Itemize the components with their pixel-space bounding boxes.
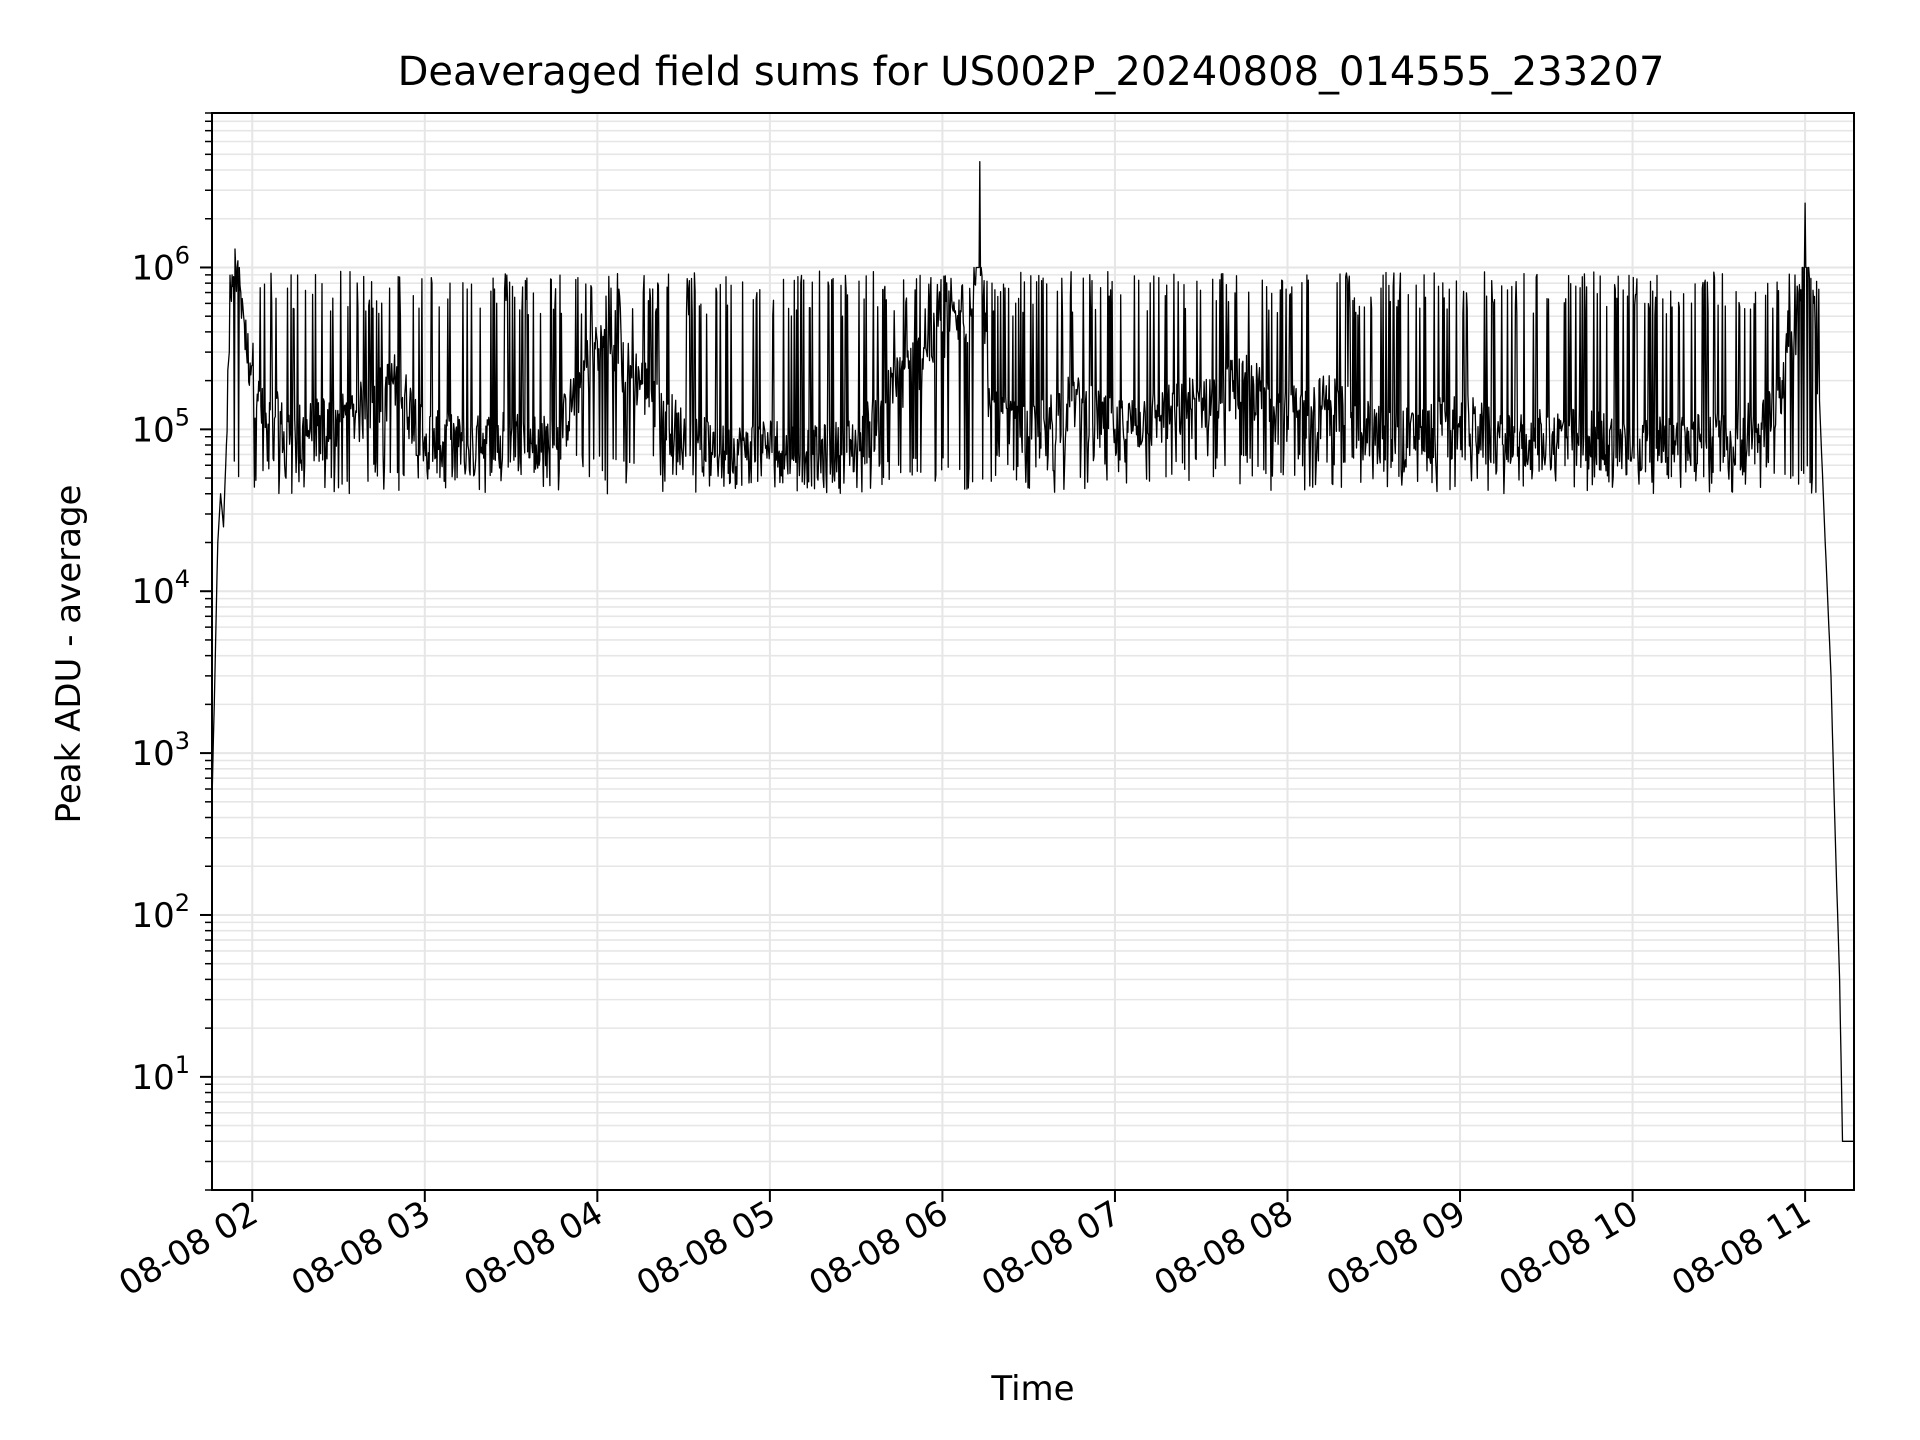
plot-frame xyxy=(211,112,1855,1191)
chart-title: Deaveraged field sums for US002P_2024080… xyxy=(398,49,1665,95)
y-axis-label: Peak ADU - average xyxy=(49,485,89,824)
series-line xyxy=(211,161,1854,1142)
x-axis-label: Time xyxy=(990,1369,1074,1409)
y-tick-label: 105 xyxy=(131,403,190,450)
y-tick-label: 101 xyxy=(131,1051,190,1098)
y-tick-label: 104 xyxy=(131,565,190,612)
series-line-layer xyxy=(211,161,1854,1142)
y-tick-label: 102 xyxy=(131,889,190,936)
y-tick-label: 103 xyxy=(131,727,190,774)
y-tick-label: 106 xyxy=(131,241,190,288)
